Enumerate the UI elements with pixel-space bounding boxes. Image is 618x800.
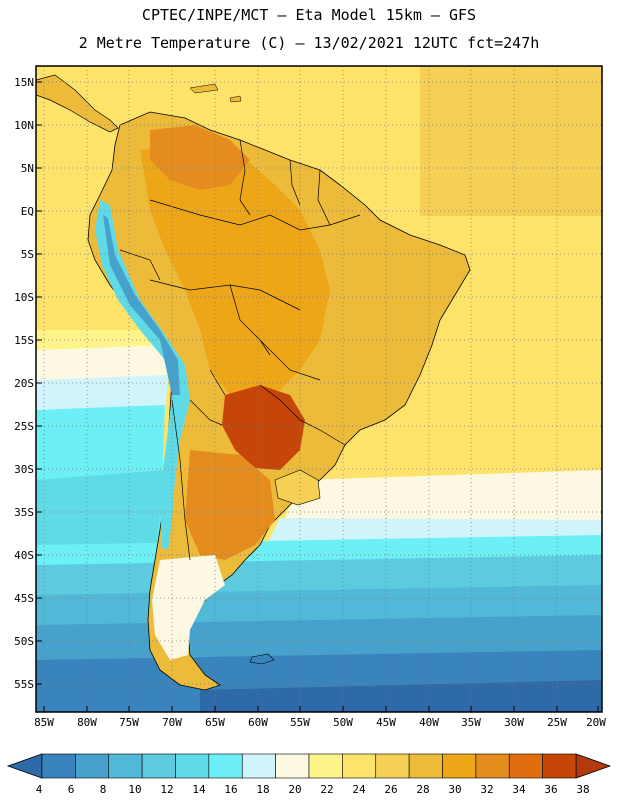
colorbar-left-arrow	[6, 753, 43, 779]
north-hot-region	[150, 125, 250, 190]
colorbar-swatch	[141, 753, 176, 779]
south-band-6	[200, 680, 602, 712]
map-plot-area	[36, 66, 602, 712]
lat-label: 10S	[14, 291, 34, 304]
lon-label: 60W	[248, 716, 268, 729]
colorbar-label: 36	[544, 783, 558, 796]
lat-label: 5S	[20, 248, 34, 261]
colorbar	[6, 753, 612, 779]
lat-label: 40S	[14, 549, 34, 562]
lat-label: 15S	[14, 334, 34, 347]
colorbar-label: 34	[512, 783, 526, 796]
colorbar-label: 22	[320, 783, 334, 796]
lat-label: 25S	[14, 420, 34, 433]
patagonia-cool-region	[152, 555, 225, 660]
lat-label: 15N	[14, 76, 34, 89]
colorbar-label: 32	[480, 783, 494, 796]
colorbar-swatch	[442, 753, 477, 779]
andes-core	[103, 215, 180, 395]
axis-ticks	[36, 81, 599, 712]
lat-label: 5N	[20, 162, 34, 175]
colorbar-label: 20	[288, 783, 302, 796]
colorbar-swatch	[375, 753, 410, 779]
caribbean-island	[229, 95, 242, 103]
colorbar-swatch	[208, 753, 243, 779]
lon-label: 75W	[119, 716, 139, 729]
atlantic-band-22	[280, 470, 602, 530]
colorbar-label: 8	[99, 783, 107, 796]
lon-label: 55W	[290, 716, 310, 729]
lon-label: 65W	[205, 716, 225, 729]
colorbar-swatch	[75, 753, 110, 779]
colorbar-swatch	[241, 753, 276, 779]
lon-label: 25W	[547, 716, 567, 729]
colorbar-label: 10	[128, 783, 142, 796]
colorbar-label: 28	[416, 783, 430, 796]
lat-label: 50S	[14, 635, 34, 648]
colorbar-label: 16	[224, 783, 238, 796]
lat-label: 45S	[14, 592, 34, 605]
lon-label: 40W	[419, 716, 439, 729]
caribbean-island	[189, 83, 219, 94]
lat-label: 35S	[14, 506, 34, 519]
lat-label: 10N	[14, 119, 34, 132]
lat-label: 55S	[14, 678, 34, 691]
map-title-line1: CPTEC/INPE/MCT – Eta Model 15km – GFS	[141, 6, 477, 24]
colorbar-label: 4	[35, 783, 43, 796]
lon-label: 50W	[333, 716, 353, 729]
colorbar-swatch	[342, 753, 377, 779]
colorbar-swatch	[475, 753, 510, 779]
lon-label: 70W	[162, 716, 182, 729]
colorbar-swatch	[175, 753, 210, 779]
colorbar-swatch	[41, 753, 76, 779]
colorbar-label: 6	[67, 783, 75, 796]
lon-label: 45W	[376, 716, 396, 729]
lat-label: 20S	[14, 377, 34, 390]
colorbar-label: 38	[576, 783, 590, 796]
colorbar-label: 26	[384, 783, 398, 796]
central-america-land	[36, 74, 119, 133]
colorbar-swatch	[542, 753, 577, 779]
colorbar-label: 24	[352, 783, 366, 796]
colorbar-swatch	[308, 753, 343, 779]
colorbar-swatch	[275, 753, 310, 779]
falkland-islands	[249, 653, 275, 665]
lon-label: 80W	[77, 716, 97, 729]
ocean-atlantic-warm	[420, 66, 602, 216]
map-title-line2: 2 Metre Temperature (C) – 13/02/2021 12U…	[78, 34, 540, 52]
country-borders	[119, 139, 361, 561]
colorbar-label: 14	[192, 783, 206, 796]
andes-cold-strip	[95, 200, 190, 550]
chaco-hottest-region	[222, 385, 305, 470]
colorbar-swatch	[408, 753, 443, 779]
lon-label: 85W	[34, 716, 54, 729]
colorbar-swatch	[508, 753, 543, 779]
pacific-band-16	[36, 470, 165, 565]
lat-label: EQ	[20, 205, 34, 218]
colorbar-right-arrow	[575, 753, 612, 779]
colorbar-label: 30	[448, 783, 462, 796]
lon-label: 20W	[586, 716, 606, 729]
lat-label: 30S	[14, 463, 34, 476]
map-frame	[35, 65, 603, 713]
colorbar-label: 12	[160, 783, 174, 796]
colorbar-swatch	[108, 753, 143, 779]
lon-label: 30W	[504, 716, 524, 729]
colorbar-label: 18	[256, 783, 270, 796]
lon-label: 35W	[461, 716, 481, 729]
pampas-warm-region	[185, 450, 275, 560]
interior-hot-region	[140, 140, 330, 400]
